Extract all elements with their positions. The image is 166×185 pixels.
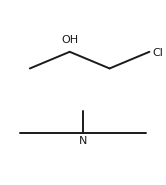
Text: N: N (79, 136, 87, 146)
Text: OH: OH (61, 35, 78, 45)
Text: Cl: Cl (153, 48, 164, 58)
